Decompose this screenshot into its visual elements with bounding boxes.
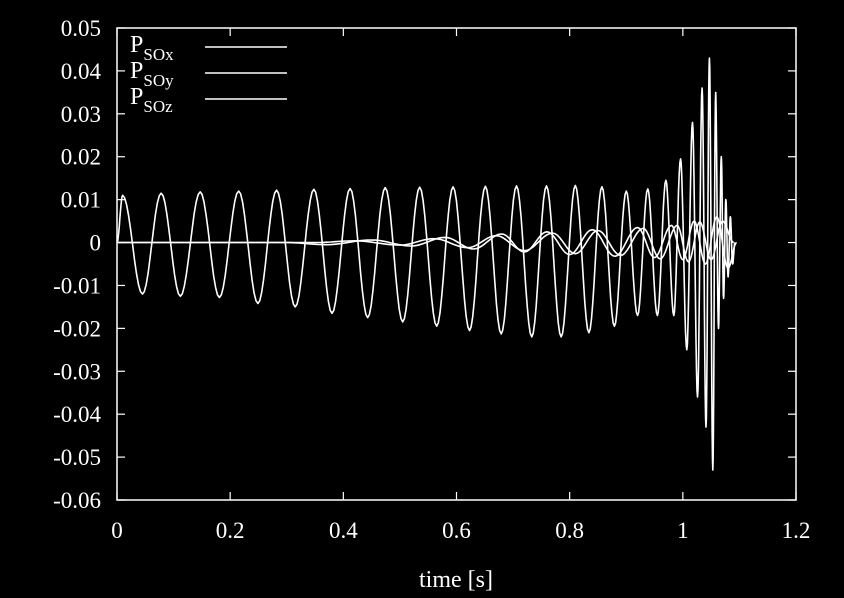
- series-line-psoz: [117, 220, 735, 263]
- y-tick-label: -0.04: [53, 402, 101, 427]
- legend-label: PSOx: [130, 32, 174, 64]
- x-tick-label: 1: [677, 518, 689, 543]
- x-tick-label: 0.2: [216, 518, 245, 543]
- x-axis-ticks: 0 0.2 0.4 0.6 0.8 1 1.2: [111, 28, 810, 543]
- y-tick-label: 0.02: [61, 145, 101, 170]
- x-tick-label: 0.6: [442, 518, 471, 543]
- series-line-psoy: [117, 216, 738, 270]
- x-axis-label: time [s]: [419, 567, 493, 593]
- y-tick-label: -0.06: [53, 488, 101, 513]
- x-tick-label: 0: [111, 518, 123, 543]
- x-tick-label: 0.4: [329, 518, 358, 543]
- y-axis-ticks: 0.05 0.04 0.03 0.02 0.01 0 -0.01 -0.02 -0.03 -0.0…: [53, 16, 796, 513]
- legend-label: PSOy: [130, 58, 174, 90]
- y-tick-label: -0.01: [53, 273, 101, 298]
- legend-label: PSOz: [130, 84, 173, 116]
- y-tick-label: 0.05: [61, 16, 101, 41]
- y-tick-label: 0: [90, 231, 102, 256]
- series-line-psox: [116, 57, 736, 471]
- series-lines: [116, 57, 738, 471]
- x-tick-label: 0.8: [555, 518, 584, 543]
- x-tick-label: 1.2: [782, 518, 811, 543]
- y-tick-label: -0.05: [53, 445, 101, 470]
- y-tick-label: -0.02: [53, 316, 101, 341]
- y-tick-label: -0.03: [53, 359, 101, 384]
- y-tick-label: 0.04: [61, 59, 102, 84]
- y-tick-label: 0.01: [61, 188, 101, 213]
- y-tick-label: 0.03: [61, 102, 101, 127]
